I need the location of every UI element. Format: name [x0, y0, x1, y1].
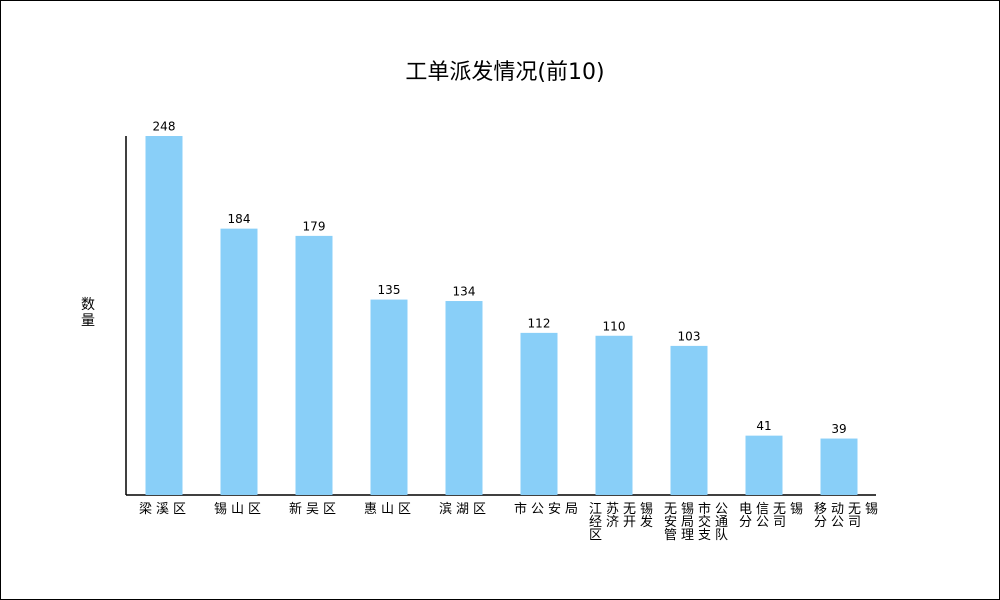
value-label: 134 — [453, 285, 476, 299]
bar — [595, 335, 633, 495]
bar — [370, 299, 408, 495]
value-label: 39 — [831, 422, 846, 436]
bar — [295, 235, 333, 496]
x-tick-label: 惠山区 — [364, 502, 416, 517]
x-tick-label: 江苏无锡经济开发区 — [589, 502, 658, 543]
bar — [145, 136, 183, 495]
bar — [745, 435, 783, 495]
x-tick-label: 梁溪区 — [139, 502, 191, 517]
x-tick-label: 市公安局 — [514, 502, 583, 517]
y-axis-label: 数量 — [81, 297, 95, 329]
value-label: 41 — [756, 419, 771, 433]
bar — [220, 228, 258, 496]
value-label: 248 — [153, 120, 176, 134]
value-label: 184 — [228, 212, 251, 226]
value-label: 135 — [378, 283, 401, 297]
x-tick-label: 滨湖区 — [439, 502, 491, 517]
value-label: 103 — [678, 329, 701, 343]
value-label: 110 — [603, 319, 626, 333]
bar — [820, 438, 858, 495]
x-tick-label: 移动无锡分公司 — [814, 502, 883, 530]
x-tick-label: 锡山区 — [214, 502, 266, 517]
x-tick-label: 无锡市公安局交通管理支队 — [664, 502, 733, 543]
x-tick-label: 电信无锡分公司 — [739, 502, 808, 530]
bar — [520, 332, 558, 495]
value-label: 112 — [528, 316, 551, 330]
bar — [670, 345, 708, 495]
bar — [445, 301, 483, 495]
value-label: 179 — [303, 219, 326, 233]
x-tick-label: 新吴区 — [289, 502, 341, 517]
chart-title: 工单派发情况(前10) — [405, 60, 604, 85]
